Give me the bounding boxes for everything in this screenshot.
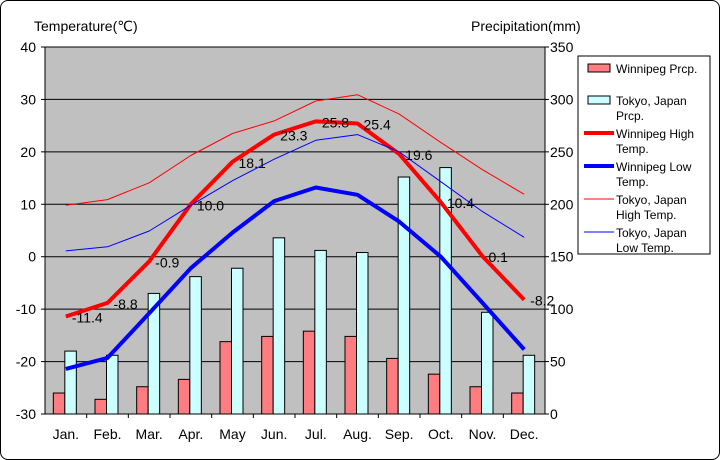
y-left-tick-label: 20 xyxy=(20,144,36,160)
winnipeg_prcp-bar xyxy=(136,386,149,415)
tokyo_low-line xyxy=(65,134,525,252)
y-left-tick-label: 30 xyxy=(20,91,36,107)
y-right-tick-label: 0 xyxy=(550,406,558,422)
winnipeg_prcp-bar xyxy=(94,398,107,415)
winnipeg_prcp-legend-label: Winnipeg Prcp. xyxy=(616,62,697,76)
legend-label-line: Tokyo, Japan xyxy=(616,94,687,108)
legend-label-line: Temp. xyxy=(616,142,649,156)
tokyo_prcp-bar xyxy=(356,252,369,415)
tokyo_prcp-bar xyxy=(272,237,286,415)
winnipeg-high-data-label: 23.3 xyxy=(280,128,307,144)
y-left-tick-label: 40 xyxy=(20,39,36,55)
winnipeg-high-data-label: -0.9 xyxy=(155,254,179,270)
legend-label-line: Winnipeg Prcp. xyxy=(616,62,697,76)
y-left-tick-label: -10 xyxy=(16,301,36,317)
winnipeg_prcp-bar xyxy=(261,335,274,415)
x-tick-label: Jan. xyxy=(53,426,79,442)
winnipeg_low-legend-label: Winnipeg Low Temp. xyxy=(616,160,692,189)
winnipeg-high-data-label: -8.2 xyxy=(530,293,554,309)
winnipeg_prcp-bar xyxy=(386,357,399,415)
winnipeg-high-data-label: 0.1 xyxy=(489,249,509,265)
tokyo_prcp-legend-swatch xyxy=(587,95,611,105)
winnipeg_prcp-bar xyxy=(344,335,357,415)
axes: 403020100-10-20-30350300250200150100500J… xyxy=(16,39,574,442)
winnipeg-high-data-label: 18.1 xyxy=(239,155,266,171)
winnipeg_prcp-bar xyxy=(427,373,441,415)
y-left-tick-label: -30 xyxy=(16,406,36,422)
temperature-lines xyxy=(65,94,526,371)
winnipeg_prcp-bar xyxy=(177,378,191,415)
winnipeg_prcp-bar xyxy=(302,330,316,415)
y-right-tick-label: 150 xyxy=(550,249,574,265)
y-right-tick-label: 250 xyxy=(550,144,574,160)
winnipeg-high-data-label: 19.6 xyxy=(405,147,432,163)
winnipeg_prcp-bar xyxy=(52,392,66,415)
y-left-tick-label: 10 xyxy=(20,196,36,212)
tokyo_high-line xyxy=(65,94,525,206)
x-tick-label: Mar. xyxy=(136,426,163,442)
winnipeg-high-data-label: 25.4 xyxy=(364,117,391,133)
winnipeg_prcp-bar xyxy=(219,341,232,415)
legend-label-line: Prcp. xyxy=(616,109,644,123)
x-tick-label: Sep. xyxy=(385,426,414,442)
y-right-axis-label: Precipitation(mm) xyxy=(471,18,581,34)
y-left-tick-label: 0 xyxy=(28,249,36,265)
winnipeg_high-legend-label: Winnipeg High Temp. xyxy=(616,127,694,156)
legend-label-line: Winnipeg Low xyxy=(616,160,692,174)
x-tick-label: Dec. xyxy=(510,426,539,442)
x-tick-label: Nov. xyxy=(469,426,497,442)
winnipeg-high-data-label: 25.8 xyxy=(322,114,349,130)
y-right-tick-label: 350 xyxy=(550,39,574,55)
winnipeg_prcp-legend-swatch xyxy=(587,63,611,73)
tokyo_prcp-bar xyxy=(397,176,411,415)
x-tick-label: Aug. xyxy=(343,426,372,442)
winnipeg_low-line xyxy=(65,185,526,371)
tokyo_prcp-bar xyxy=(64,350,77,415)
tokyo_prcp-bar xyxy=(231,267,244,415)
x-tick-label: Feb. xyxy=(93,426,121,442)
legend-label-line: High Temp. xyxy=(616,208,676,222)
winnipeg_high-line xyxy=(65,119,526,319)
tokyo_prcp-bar xyxy=(189,276,202,415)
tokyo_prcp-bar xyxy=(106,354,119,415)
winnipeg-high-data-label: 10.0 xyxy=(197,197,224,213)
x-tick-label: Jul. xyxy=(305,426,327,442)
data-labels: -11.4 -8.8 -0.9 10.0 18.1 23.3 25.8 25.4 19.6 10.… xyxy=(72,114,555,325)
legend-box xyxy=(577,55,711,255)
winnipeg_prcp-bar xyxy=(511,392,524,415)
x-tick-label: Oct. xyxy=(428,426,454,442)
legend: Winnipeg Prcp.Tokyo, Japan Prcp.Winnipeg … xyxy=(577,55,711,255)
winnipeg-high-data-label: -11.4 xyxy=(72,309,103,325)
y-right-tick-label: 50 xyxy=(550,354,566,370)
legend-label-line: Tokyo, Japan xyxy=(616,226,687,240)
y-right-tick-label: 300 xyxy=(550,91,574,107)
y-right-tick-label: 100 xyxy=(550,301,574,317)
tokyo_prcp-bar xyxy=(522,354,536,415)
legend-label-line: Winnipeg High xyxy=(616,127,694,141)
y-left-tick-label: -20 xyxy=(16,354,36,370)
tokyo_prcp-bar xyxy=(481,311,494,415)
winnipeg-high-data-label: -8.8 xyxy=(114,296,138,312)
winnipeg-high-data-label: 10.4 xyxy=(447,195,474,211)
x-tick-label: Jun. xyxy=(261,426,287,442)
tokyo_prcp-legend-label: Tokyo, Japan Prcp. xyxy=(616,94,687,123)
legend-label-line: Temp. xyxy=(616,175,649,189)
winnipeg_prcp-bar xyxy=(469,386,482,415)
x-tick-label: May xyxy=(219,426,245,442)
tokyo_high-legend-label: Tokyo, Japan High Temp. xyxy=(616,193,687,222)
tokyo_prcp-bar xyxy=(314,249,327,415)
plot-area xyxy=(45,47,545,414)
legend-label-line: Low Temp. xyxy=(616,241,674,255)
y-left-axis-label: Temperature(℃) xyxy=(34,18,138,34)
x-tick-label: Apr. xyxy=(178,426,203,442)
y-right-tick-label: 200 xyxy=(550,196,574,212)
legend-label-line: Tokyo, Japan xyxy=(616,193,687,207)
tokyo_low-legend-label: Tokyo, Japan Low Temp. xyxy=(616,226,687,255)
